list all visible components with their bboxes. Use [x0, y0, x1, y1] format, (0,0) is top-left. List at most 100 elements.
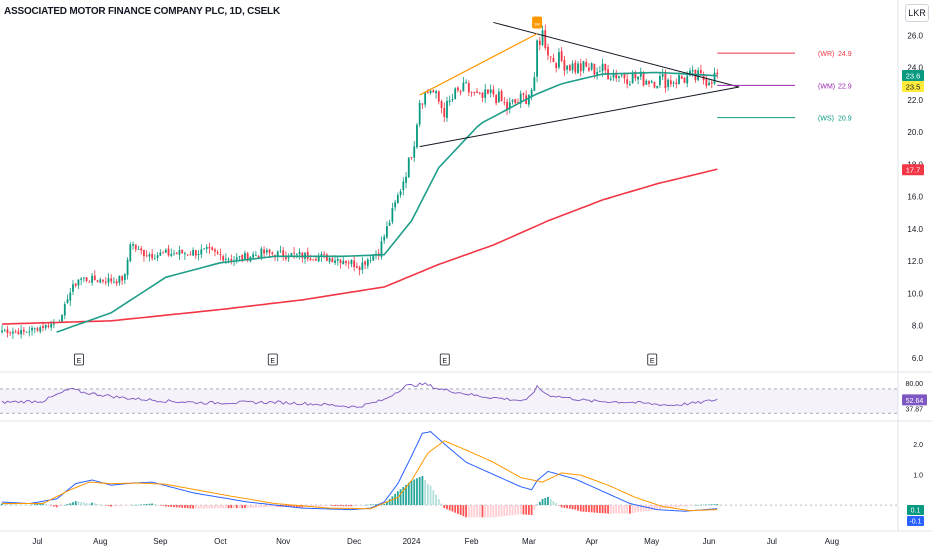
- candle-body: [173, 253, 175, 255]
- candle-body: [175, 252, 178, 254]
- macd-histogram-bar: [216, 505, 219, 509]
- candle-body: [22, 329, 25, 332]
- candle-body: [9, 332, 12, 334]
- macd-histogram-bar: [432, 490, 435, 506]
- candle-body: [203, 248, 205, 250]
- time-tick-label: Dec: [347, 537, 361, 546]
- candle-body: [14, 331, 17, 333]
- price-tick-label: 8.0: [912, 322, 924, 331]
- earnings-badge-text: 3M: [534, 22, 540, 27]
- macd-histogram-bar: [80, 502, 83, 506]
- macd-histogram-bar: [52, 505, 55, 507]
- candle-body: [285, 255, 287, 259]
- macd-histogram-bar: [366, 504, 369, 506]
- macd-histogram-bar: [407, 482, 410, 506]
- candle-body: [72, 284, 74, 292]
- macd-histogram-bar: [336, 505, 339, 507]
- macd-histogram-bar: [517, 505, 519, 515]
- macd-histogram-bar: [238, 505, 241, 509]
- time-tick-label: Nov: [276, 537, 290, 546]
- candle-body: [386, 226, 388, 238]
- macd-histogram-bar: [522, 505, 525, 515]
- candle-body: [1, 330, 3, 333]
- candle-body: [36, 328, 39, 331]
- candle-body: [211, 247, 214, 250]
- candle-body: [93, 275, 96, 281]
- candle-body: [432, 90, 435, 93]
- macd-histogram-bar: [492, 505, 495, 518]
- candle-body: [585, 61, 588, 67]
- macd-histogram-bar: [252, 505, 255, 508]
- macd-badge: [907, 505, 924, 515]
- candle-body: [601, 63, 604, 72]
- macd-histogram-bar: [396, 491, 399, 506]
- macd-histogram-bar: [197, 505, 200, 509]
- candle-body: [323, 253, 326, 255]
- macd-histogram-bar: [637, 505, 639, 513]
- candle-body: [522, 93, 525, 95]
- macd-histogram-bar: [121, 505, 124, 506]
- macd-histogram-bar: [459, 505, 462, 515]
- event-marker-label: E: [77, 358, 82, 365]
- macd-histogram-bar: [170, 505, 173, 507]
- currency-button[interactable]: LKR: [905, 4, 929, 22]
- candle-body: [489, 89, 492, 93]
- macd-histogram-bar: [481, 505, 484, 518]
- candle-body: [328, 257, 331, 262]
- candle-body: [639, 71, 642, 77]
- candle-body: [533, 77, 536, 91]
- macd-histogram-bar: [667, 505, 670, 508]
- macd-histogram-bar: [175, 505, 178, 508]
- upper-trendline: [493, 21, 740, 88]
- macd-histogram-bar: [25, 504, 28, 506]
- candle-body: [604, 63, 607, 71]
- macd-histogram-bar: [241, 505, 244, 509]
- candle-body: [549, 56, 552, 58]
- candle-body: [396, 195, 399, 203]
- macd-histogram-bar: [328, 505, 331, 506]
- candle-body: [465, 82, 467, 84]
- candle-body: [241, 254, 244, 260]
- candle-body: [353, 260, 356, 267]
- macd-histogram-bar: [454, 505, 457, 513]
- candle-body: [446, 100, 448, 118]
- macd-histogram-bar: [615, 505, 618, 514]
- event-marker-label: E: [442, 358, 447, 365]
- candle-body: [143, 250, 145, 257]
- macd-histogram-bar: [418, 477, 421, 506]
- time-tick-label: Oct: [214, 537, 227, 546]
- macd-histogram-bar: [233, 505, 235, 509]
- rsi-badge-value: 52.64: [906, 398, 924, 405]
- candle-body: [162, 252, 164, 254]
- chart-title: ASSOCIATED MOTOR FINANCE COMPANY PLC, 1D…: [4, 6, 280, 17]
- candle-body: [134, 244, 137, 250]
- macd-histogram-bar: [631, 505, 634, 514]
- macd-histogram-bar: [230, 505, 233, 509]
- time-tick-label: May: [644, 537, 659, 546]
- candle-body: [440, 101, 443, 108]
- macd-histogram-bar: [443, 505, 446, 509]
- candle-body: [380, 241, 383, 257]
- macd-histogram-bar: [235, 505, 238, 509]
- macd-histogram-bar: [694, 505, 697, 506]
- candle-body: [462, 82, 465, 92]
- macd-histogram-bar: [675, 505, 678, 508]
- candle-body: [230, 259, 233, 262]
- macd-histogram-bar: [457, 505, 459, 514]
- candle-body: [33, 327, 36, 329]
- candle-body: [287, 257, 290, 259]
- candle-body: [678, 75, 680, 85]
- candle-body: [113, 281, 115, 283]
- macd-histogram-bar: [200, 505, 203, 509]
- macd-histogram-bar: [22, 504, 25, 506]
- candle-body: [476, 91, 478, 93]
- macd-histogram-bar: [590, 505, 593, 513]
- candle-body: [568, 65, 571, 71]
- candle-body: [366, 259, 369, 266]
- candle-body: [42, 326, 44, 328]
- candle-body: [83, 277, 85, 279]
- pivot-value: 20.9: [838, 116, 852, 123]
- time-tick-label: Feb: [465, 537, 479, 546]
- macd-histogram-bar: [697, 504, 700, 506]
- candle-body: [661, 74, 664, 77]
